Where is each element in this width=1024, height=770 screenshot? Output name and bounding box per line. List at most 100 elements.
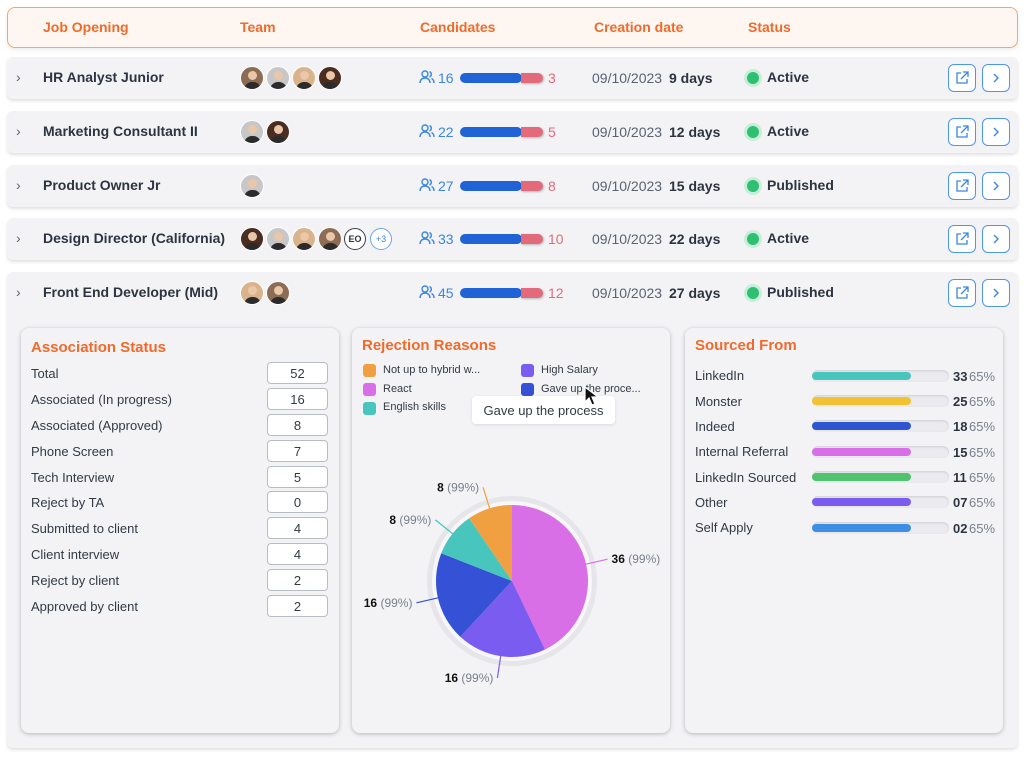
legend-label[interactable]: Gave up the proce... <box>541 383 641 395</box>
status-text: Published <box>767 177 834 193</box>
assoc-label: Client interview <box>31 547 120 562</box>
col-team[interactable]: Team <box>240 19 276 35</box>
assoc-value: 8 <box>267 414 328 436</box>
avatar[interactable] <box>266 281 290 305</box>
open-external-button[interactable] <box>948 172 976 200</box>
users-icon <box>419 178 435 192</box>
source-percent: 65% <box>969 419 996 434</box>
source-bar-fill <box>812 498 911 506</box>
legend-swatch <box>521 364 534 377</box>
source-percent: 65% <box>969 445 996 460</box>
users-icon <box>419 285 435 299</box>
row-details-button[interactable] <box>982 225 1010 253</box>
row-details-button[interactable] <box>982 64 1010 92</box>
status-dot-icon <box>747 233 759 245</box>
external-link-icon <box>956 125 969 138</box>
avatar[interactable] <box>240 66 264 90</box>
avatar[interactable] <box>266 120 290 144</box>
source-label: Self Apply <box>695 520 753 535</box>
expand-chevron-icon[interactable]: › <box>16 123 21 139</box>
open-external-button[interactable] <box>948 225 976 253</box>
avatar[interactable] <box>292 66 316 90</box>
source-count: 02 <box>953 521 968 536</box>
job-row[interactable]: › Marketing Consultant II 22 5 09/10/202… <box>7 111 1018 153</box>
avatar[interactable] <box>266 227 290 251</box>
row-details-button[interactable] <box>982 172 1010 200</box>
source-count: 15 <box>953 445 968 460</box>
rejected-bar <box>521 234 543 244</box>
rejection-pie-chart: 36 (99%) 16 (99%) 16 (99%) 8 (99%) 8 (99%) <box>364 480 661 685</box>
more-members-badge[interactable]: +3 <box>370 228 392 250</box>
source-count: 18 <box>953 419 968 434</box>
col-creation-date[interactable]: Creation date <box>594 19 684 35</box>
source-bar-fill <box>812 448 911 456</box>
source-bar-track <box>812 446 949 458</box>
job-row[interactable]: › HR Analyst Junior 16 3 09/10/2023 9 da… <box>7 57 1018 99</box>
assoc-label: Tech Interview <box>31 470 115 485</box>
job-title[interactable]: Front End Developer (Mid) <box>43 284 218 300</box>
creation-date: 09/10/2023 <box>592 285 663 301</box>
source-bar-fill <box>812 397 911 405</box>
open-external-button[interactable] <box>948 64 976 92</box>
source-label: Indeed <box>695 419 735 434</box>
job-row[interactable]: › Product Owner Jr 27 8 09/10/2023 15 da… <box>7 165 1018 207</box>
candidate-count: 22 <box>438 124 454 140</box>
users-icon <box>419 70 435 84</box>
external-link-icon <box>956 232 969 245</box>
assoc-label: Phone Screen <box>31 444 114 459</box>
assoc-value: 0 <box>267 491 328 513</box>
col-job-opening[interactable]: Job Opening <box>43 19 129 35</box>
pie-slice[interactable] <box>469 505 512 581</box>
avatar[interactable] <box>240 120 264 144</box>
legend-swatch <box>521 383 534 396</box>
avatar[interactable] <box>318 66 342 90</box>
source-bar-fill <box>812 422 911 430</box>
legend-label[interactable]: English skills <box>383 401 446 413</box>
pie-slice[interactable] <box>441 518 512 581</box>
open-external-button[interactable] <box>948 118 976 146</box>
status-dot-icon <box>747 180 759 192</box>
rejected-count: 5 <box>548 124 556 140</box>
expand-chevron-icon[interactable]: › <box>16 284 21 300</box>
pie-slice[interactable] <box>460 581 545 657</box>
legend-label[interactable]: React <box>383 383 412 395</box>
pie-slice[interactable] <box>436 553 512 637</box>
job-row[interactable]: › Design Director (California) EO +3 33 … <box>7 218 1018 260</box>
expand-chevron-icon[interactable]: › <box>16 177 21 193</box>
source-label: LinkedIn Sourced <box>695 470 797 485</box>
avatar[interactable] <box>266 66 290 90</box>
col-candidates[interactable]: Candidates <box>420 19 496 35</box>
pie-data-label: 36 (99%) <box>612 552 661 566</box>
users-icon <box>419 124 435 138</box>
source-bar-fill <box>812 372 911 380</box>
job-title[interactable]: Product Owner Jr <box>43 177 161 193</box>
job-title[interactable]: HR Analyst Junior <box>43 69 164 85</box>
expand-chevron-icon[interactable]: › <box>16 69 21 85</box>
table-header: Job Opening Team Candidates Creation dat… <box>7 7 1018 48</box>
pie-data-label: 16 (99%) <box>445 671 494 685</box>
assoc-value: 7 <box>267 440 328 462</box>
mouse-cursor-icon <box>584 386 600 406</box>
rejected-count: 8 <box>548 178 556 194</box>
chevron-right-icon <box>993 181 999 191</box>
pie-leader-line <box>482 487 491 511</box>
avatar[interactable] <box>240 174 264 198</box>
rejected-bar <box>521 288 543 298</box>
pie-slice[interactable] <box>512 505 588 650</box>
legend-label[interactable]: High Salary <box>541 364 598 376</box>
avatar[interactable] <box>240 281 264 305</box>
job-title[interactable]: Marketing Consultant II <box>43 123 198 139</box>
avatar[interactable] <box>240 227 264 251</box>
legend-label[interactable]: Not up to hybrid w... <box>383 364 481 376</box>
row-details-button[interactable] <box>982 118 1010 146</box>
col-status[interactable]: Status <box>748 19 791 35</box>
open-external-button[interactable] <box>948 279 976 307</box>
expand-chevron-icon[interactable]: › <box>16 230 21 246</box>
chevron-right-icon <box>993 234 999 244</box>
source-count: 07 <box>953 495 968 510</box>
avatar[interactable] <box>318 227 342 251</box>
avatar-initials[interactable]: EO <box>344 228 366 250</box>
job-title[interactable]: Design Director (California) <box>43 230 226 246</box>
row-details-button[interactable] <box>982 279 1010 307</box>
avatar[interactable] <box>292 227 316 251</box>
